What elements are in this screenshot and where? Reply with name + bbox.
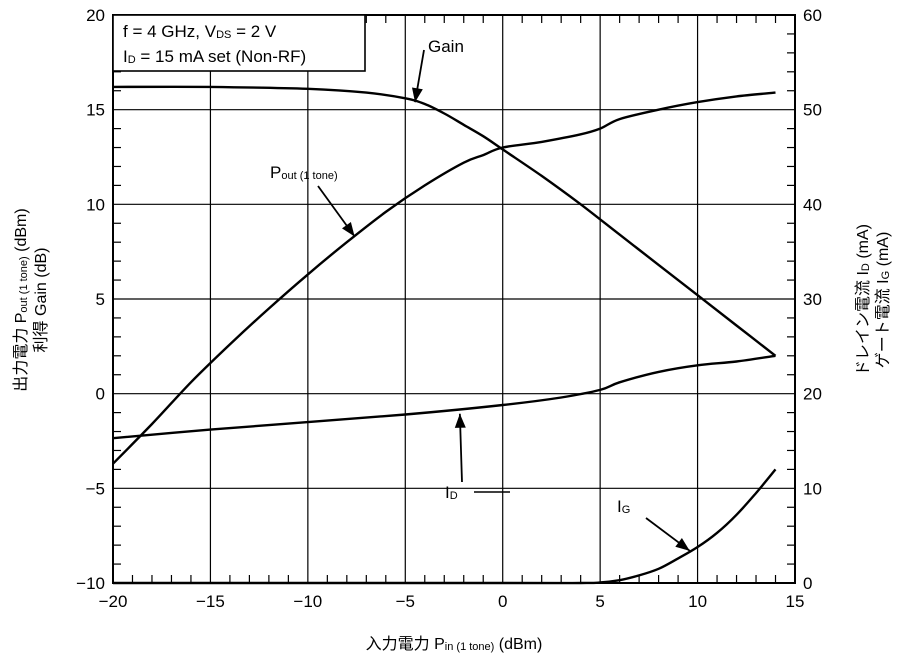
x-tick-label: 0 [498,592,507,611]
x-axis-label: 入力電力 Pin (1 tone) (dBm) [366,635,543,653]
series-gain [112,85,777,357]
annotation-pout: Pout (1 tone) [270,163,338,182]
y-left-tick-label: 20 [86,6,105,25]
y-left-tick-label: −10 [76,574,105,593]
y-left-tick-label: 10 [86,195,105,214]
annotation-ig: IG [617,497,630,516]
y-right-tick-label: 40 [803,195,822,214]
annotation-arrows [317,49,691,552]
conditions-box: f = 4 GHz, VDS = 2 V ID = 15 mA set (Non… [112,14,366,72]
y-right-axis-label: ドレイン電流 ID (mA) ゲート電流 IG (mA) [854,224,892,376]
conditions-line-2: ID = 15 mA set (Non-RF) [123,47,306,66]
tick-labels: −20 −15 −10 −5 0 5 10 15 −10 −5 0 5 10 15 20 0 10 20 30 40 5… [76,6,822,611]
y-left-tick-label: 15 [86,101,105,120]
y-right-tick-label: 20 [803,385,822,404]
series-pout [112,91,776,465]
y-right-tick-label: 30 [803,290,822,309]
y-left-label-line-1: 出力電力 Pout (1 tone) (dBm) [12,208,30,391]
y-right-tick-label: 0 [803,574,812,593]
series-ig [113,468,777,585]
x-tick-label: 15 [786,592,805,611]
conditions-frame [112,14,366,72]
series-lines [112,85,777,585]
x-tick-label: 5 [595,592,604,611]
y-right-tick-label: 10 [803,479,822,498]
x-tick-label: −5 [396,592,415,611]
y-left-tick-label: 0 [96,385,105,404]
series-id [112,354,776,440]
y-right-tick-label: 50 [803,101,822,120]
arrow-pout-head [342,222,355,237]
annotation-id: ID [445,483,458,502]
x-tick-label: −20 [99,592,128,611]
y-left-label-line-2: 利得 Gain (dB) [32,248,50,353]
x-tick-label: −10 [293,592,322,611]
arrow-id-head [454,413,466,428]
y-right-label-line-1: ドレイン電流 ID (mA) [854,224,872,376]
y-left-axis-label: 出力電力 Pout (1 tone) (dBm) 利得 Gain (dB) [12,208,50,391]
conditions-line-1: f = 4 GHz, VDS = 2 V [123,22,277,41]
y-right-tick-label: 60 [803,6,822,25]
x-tick-label: −15 [196,592,225,611]
arrow-ig-head [675,538,690,551]
annotations: Gain Pout (1 tone) ID IG [270,37,691,552]
arrow-gain-head [412,87,423,103]
y-left-tick-label: 5 [96,290,105,309]
annotation-gain: Gain [428,37,464,56]
x-tick-label: 10 [688,592,707,611]
y-left-tick-label: −5 [86,479,105,498]
grid [113,15,795,583]
y-right-label-line-2: ゲート電流 IG (mA) [874,232,892,369]
